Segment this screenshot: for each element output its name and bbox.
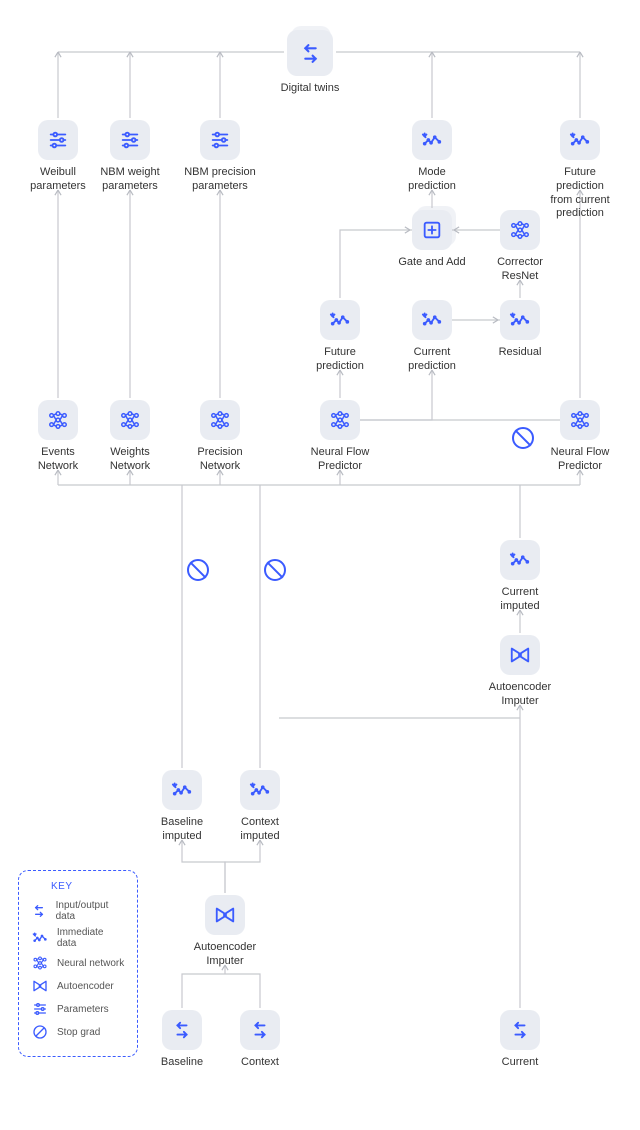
legend-label: Immediate data xyxy=(57,927,125,949)
legend-row: Immediate data xyxy=(31,927,125,949)
stopgrad-icon xyxy=(264,559,286,581)
legend-row: Neural network xyxy=(31,954,125,972)
node-events-net: Events Network xyxy=(18,400,98,474)
legend-box: KEY Input/output data Immediate data Neu… xyxy=(18,870,138,1057)
node-label: Events Network xyxy=(38,446,78,474)
params-icon xyxy=(200,120,240,160)
node-residual: Residual xyxy=(480,300,560,360)
node-label: Context xyxy=(241,1056,279,1070)
node-mode-pred: Mode prediction xyxy=(392,120,472,194)
nn-icon xyxy=(320,400,360,440)
node-gate-add: Gate and Add xyxy=(392,210,472,270)
node-label: Autoencoder Imputer xyxy=(194,941,256,969)
chart-icon xyxy=(162,770,202,810)
legend-label: Neural network xyxy=(57,958,124,969)
legend-label: Parameters xyxy=(57,1004,109,1015)
node-nbm-precision: NBM precision parameters xyxy=(180,120,260,194)
node-label: Neural Flow Predictor xyxy=(551,446,610,474)
node-label: Current xyxy=(502,1056,539,1070)
ae-icon xyxy=(31,977,49,995)
params-icon xyxy=(38,120,78,160)
node-label: Corrector ResNet xyxy=(497,256,543,284)
io-icon xyxy=(240,1010,280,1050)
nn-icon xyxy=(38,400,78,440)
legend-row: Autoencoder xyxy=(31,977,125,995)
node-ae-imputer-l: Autoencoder Imputer xyxy=(185,895,265,969)
node-label: Baseline imputed xyxy=(161,816,203,844)
node-ae-imputer-r: Autoencoder Imputer xyxy=(480,635,560,709)
node-label: Weights Network xyxy=(110,446,150,474)
nn-icon xyxy=(110,400,150,440)
node-label: Digital twins xyxy=(281,82,340,96)
params-icon xyxy=(31,1000,49,1018)
node-label: Gate and Add xyxy=(398,256,465,270)
node-label: Mode prediction xyxy=(408,166,456,194)
nn-icon xyxy=(31,954,49,972)
legend-title: KEY xyxy=(51,881,125,892)
node-label: Current prediction xyxy=(408,346,456,374)
node-label: Weibull parameters xyxy=(30,166,86,194)
node-baseline-imputed: Baseline imputed xyxy=(142,770,222,844)
node-weights-net: Weights Network xyxy=(90,400,170,474)
node-label: Future prediction xyxy=(316,346,364,374)
legend-row: Stop grad xyxy=(31,1023,125,1041)
node-label: Precision Network xyxy=(197,446,242,474)
node-label: Baseline xyxy=(161,1056,203,1070)
io-icon xyxy=(500,1010,540,1050)
params-icon xyxy=(110,120,150,160)
legend-row: Parameters xyxy=(31,1000,125,1018)
ae-icon xyxy=(205,895,245,935)
chart-icon xyxy=(500,540,540,580)
node-label: Current imputed xyxy=(500,586,539,614)
legend-label: Autoencoder xyxy=(57,981,114,992)
node-weibull-params: Weibull parameters xyxy=(18,120,98,194)
node-precision-net: Precision Network xyxy=(180,400,260,474)
node-label: Residual xyxy=(499,346,542,360)
chart-icon xyxy=(500,300,540,340)
nn-icon xyxy=(560,400,600,440)
node-current-pred: Current prediction xyxy=(392,300,472,374)
stopgrad-icon xyxy=(31,1023,49,1041)
node-label: Context imputed xyxy=(240,816,279,844)
chart-icon xyxy=(31,929,49,947)
node-context: Context xyxy=(220,1010,300,1070)
io-icon xyxy=(287,30,333,76)
chart-icon xyxy=(560,120,600,160)
legend-label: Stop grad xyxy=(57,1027,100,1038)
node-future-from-curr: Future prediction from current predictio… xyxy=(540,120,620,221)
chart-icon xyxy=(240,770,280,810)
node-corrector: Corrector ResNet xyxy=(480,210,560,284)
nn-icon xyxy=(500,210,540,250)
legend-label: Input/output data xyxy=(56,900,125,922)
gate-icon xyxy=(412,210,452,250)
stopgrad-icon xyxy=(512,427,534,449)
nn-icon xyxy=(200,400,240,440)
stopgrad-icon xyxy=(187,559,209,581)
node-nfp-left: Neural Flow Predictor xyxy=(300,400,380,474)
node-label: NBM weight parameters xyxy=(100,166,159,194)
legend-row: Input/output data xyxy=(31,900,125,922)
node-baseline: Baseline xyxy=(142,1010,222,1070)
io-icon xyxy=(31,902,48,920)
chart-icon xyxy=(320,300,360,340)
node-nbm-weight: NBM weight parameters xyxy=(90,120,170,194)
node-current-imputed: Current imputed xyxy=(480,540,560,614)
node-label: Autoencoder Imputer xyxy=(489,681,551,709)
io-icon xyxy=(162,1010,202,1050)
node-nfp-right: Neural Flow Predictor xyxy=(540,400,620,474)
node-future-pred: Future prediction xyxy=(300,300,380,374)
node-digital-twins: Digital twins xyxy=(270,30,350,96)
chart-icon xyxy=(412,300,452,340)
node-label: NBM precision parameters xyxy=(184,166,256,194)
ae-icon xyxy=(500,635,540,675)
node-label: Neural Flow Predictor xyxy=(311,446,370,474)
node-context-imputed: Context imputed xyxy=(220,770,300,844)
node-current: Current xyxy=(480,1010,560,1070)
chart-icon xyxy=(412,120,452,160)
